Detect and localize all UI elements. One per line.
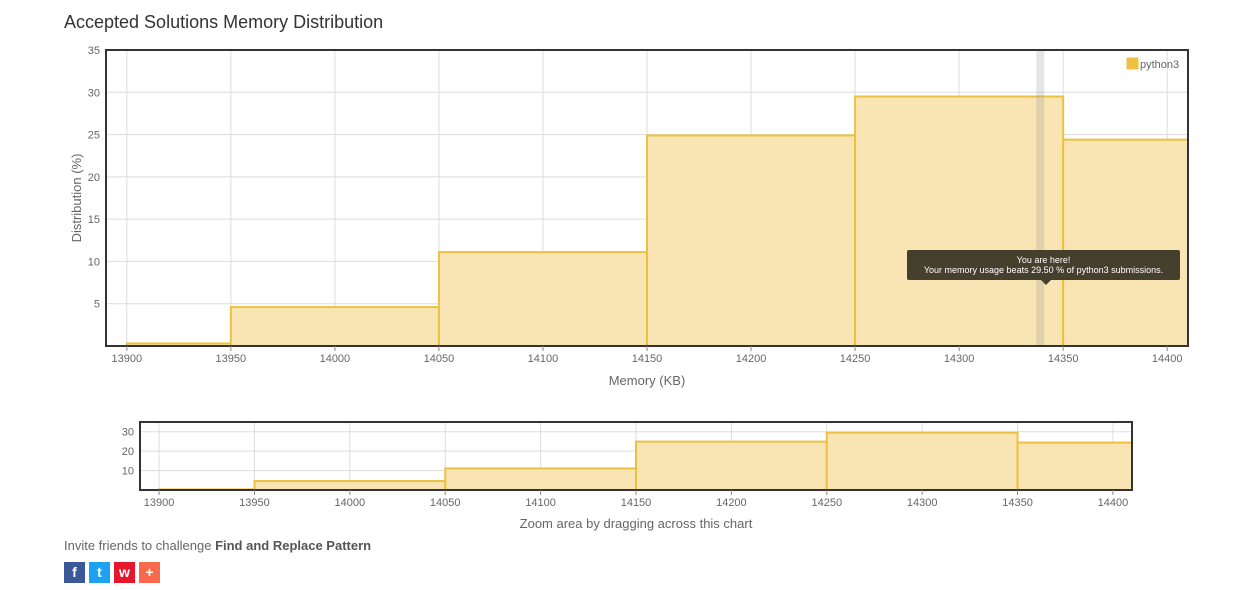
x-tick-label: 14100 [528,353,559,365]
tooltip-body: Your memory usage beats 29.50 % of pytho… [923,265,1164,275]
histogram-bar [854,95,1065,347]
current-position-marker [1036,50,1045,346]
more-share-button[interactable]: + [139,562,160,583]
facebook-icon: f [72,564,77,580]
x-tick-label: 14050 [424,353,455,365]
histogram-bar [635,440,828,492]
plus-icon: + [145,564,154,580]
main-chart[interactable]: 13900 13950 14000 14050 14100 14150 14200 14250… [0,0,1249,400]
histogram-bar [437,251,648,347]
tooltip-title: You are here! [1016,255,1071,265]
y-tick-label: 25 [88,130,100,142]
legend-label: python3 [1140,59,1179,71]
histogram-bar [229,306,440,347]
x-tick-label: 14200 [736,353,767,365]
histogram-bar [158,488,256,492]
x-tick-label: 14400 [1098,497,1129,509]
x-tick-label: 13900 [112,353,143,365]
legend-swatch [1126,57,1139,70]
x-tick-label: 14100 [525,497,556,509]
histogram-bar [1016,441,1133,492]
x-tick-label: 14000 [320,353,351,365]
x-tick-label: 14050 [430,497,461,509]
invite-prefix: Invite friends to challenge [64,538,212,553]
x-tick-label: 14150 [632,353,663,365]
x-tick-label: 14300 [944,353,975,365]
x-tick-label: 14350 [1048,353,1079,365]
weibo-share-button[interactable]: w [114,562,135,583]
x-tick-label: 14300 [907,497,938,509]
y-tick-label: 30 [88,87,100,99]
x-tick-label: 13950 [239,497,270,509]
y-tick-label: 30 [122,427,134,439]
tooltip: You are here! Your memory usage beats 29… [907,250,1180,285]
histogram-bar [825,431,1019,491]
x-tick-label: 14200 [716,497,747,509]
x-axis-label: Memory (KB) [609,373,686,388]
invite-text: Invite friends to challenge Find and Rep… [64,538,371,553]
x-tick-label: 14250 [811,497,842,509]
y-tick-label: 35 [88,45,100,57]
y-tick-label: 20 [88,172,100,184]
twitter-icon: t [97,564,102,580]
y-tick-label: 15 [88,214,100,226]
problem-link[interactable]: Find and Replace Pattern [215,538,372,553]
x-tick-label: 14250 [840,353,871,365]
y-axis-label: Distribution (%) [69,154,84,243]
navigator-caption: Zoom area by dragging across this chart [520,516,753,531]
plot-border [139,421,1133,491]
y-tick-label: 10 [88,256,100,268]
histogram-bar [444,467,637,492]
x-tick-label: 14000 [335,497,366,509]
twitter-share-button[interactable]: t [89,562,110,583]
x-tick-label: 14150 [621,497,652,509]
page-title: Accepted Solutions Memory Distribution [64,12,384,32]
y-tick-label: 5 [94,299,100,311]
x-tick-label: 14350 [1002,497,1033,509]
histogram-bar [253,480,447,492]
x-tick-label: 13950 [216,353,247,365]
x-tick-label: 14400 [1152,353,1183,365]
histogram-bar [646,134,857,347]
facebook-share-button[interactable]: f [64,562,85,583]
x-tick-label: 13900 [144,497,175,509]
y-tick-label: 10 [122,466,134,478]
weibo-icon: w [119,564,130,580]
histogram-bar [1062,138,1189,347]
y-tick-label: 20 [122,446,134,458]
